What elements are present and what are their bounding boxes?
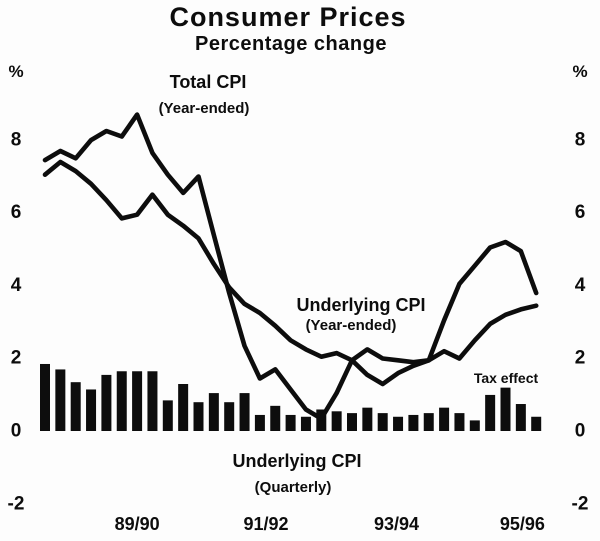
quarterly-bar [300, 416, 311, 431]
total-cpi-sublabel: (Year-ended) [159, 100, 250, 117]
quarterly-bar [70, 382, 81, 431]
chart-title: Consumer Prices [169, 2, 406, 32]
y-tick-label-left: -2 [8, 493, 25, 514]
quarterly-bar [178, 384, 189, 431]
y-tick-label-right: 6 [575, 202, 586, 223]
quarterly-bar [224, 402, 235, 431]
quarterly-bar [485, 394, 496, 431]
quarterly-bar [162, 400, 173, 431]
underlying-cpi-quarterly-bars [40, 363, 542, 431]
quarterly-bar [500, 387, 511, 431]
quarterly-bar [116, 371, 127, 431]
y-axis-unit-left: % [8, 62, 23, 81]
quarterly-bar [408, 414, 419, 431]
quarterly-bar [347, 413, 357, 431]
y-tick-label-right: 0 [575, 421, 586, 442]
y-tick-label-left: 6 [11, 202, 22, 223]
y-tick-label-right: 2 [575, 348, 586, 369]
total-cpi-line [42, 112, 539, 421]
quarterly-bar [393, 416, 404, 431]
quarterly-bar [270, 405, 281, 431]
quarterly-bar [40, 363, 50, 431]
quarterly-bar [132, 371, 143, 431]
quarterly-bar [377, 413, 388, 431]
x-axis: 89/90 91/92 93/94 95/96 [115, 514, 545, 534]
x-axis-label: 89/90 [115, 514, 160, 534]
total-cpi-label: Total CPI [170, 72, 247, 92]
quarterly-bar [86, 389, 97, 431]
quarterly-bar [55, 369, 66, 431]
quarterly-bar [147, 371, 158, 431]
underlying-cpi-line [42, 159, 539, 365]
quarterly-bar [239, 393, 250, 431]
quarterly-bar [285, 414, 296, 431]
quarterly-bar [439, 407, 450, 431]
y-tick-label-left: 4 [11, 275, 22, 296]
underlying-cpi-year-ended-label: Underlying CPI [296, 295, 425, 315]
quarterly-bar [362, 407, 373, 431]
tax-effect-label: Tax effect [474, 370, 539, 386]
y-tick-label-left: 2 [11, 348, 22, 369]
quarterly-bar [101, 374, 112, 431]
x-axis-label: 91/92 [244, 514, 289, 534]
x-axis-label: 95/96 [500, 514, 545, 534]
quarterly-bar [423, 413, 434, 431]
quarterly-bar [515, 404, 526, 431]
underlying-cpi-quarterly-label: Underlying CPI [232, 451, 361, 471]
y-tick-label-left: 8 [11, 129, 22, 150]
y-tick-label-left: 0 [11, 421, 22, 442]
quarterly-bar [531, 416, 542, 431]
chart-subtitle: Percentage change [195, 33, 387, 55]
y-axis-left: 8 6 4 2 0 -2 [8, 129, 25, 514]
quarterly-bar [208, 393, 219, 431]
quarterly-bar [331, 411, 342, 431]
y-tick-label-right: 8 [575, 129, 586, 150]
y-tick-label-right: -2 [572, 493, 589, 514]
quarterly-bar [254, 414, 265, 431]
quarterly-bar [469, 420, 480, 431]
underlying-cpi-year-ended-sublabel: (Year-ended) [306, 317, 397, 334]
x-axis-label: 93/94 [374, 514, 419, 534]
underlying-cpi-quarterly-sublabel: (Quarterly) [255, 479, 332, 496]
quarterly-bar [454, 413, 465, 431]
y-axis-right: 8 6 4 2 0 -2 [572, 129, 589, 514]
y-tick-label-right: 4 [575, 275, 586, 296]
y-axis-unit-right: % [572, 62, 587, 81]
quarterly-bar [193, 402, 204, 431]
